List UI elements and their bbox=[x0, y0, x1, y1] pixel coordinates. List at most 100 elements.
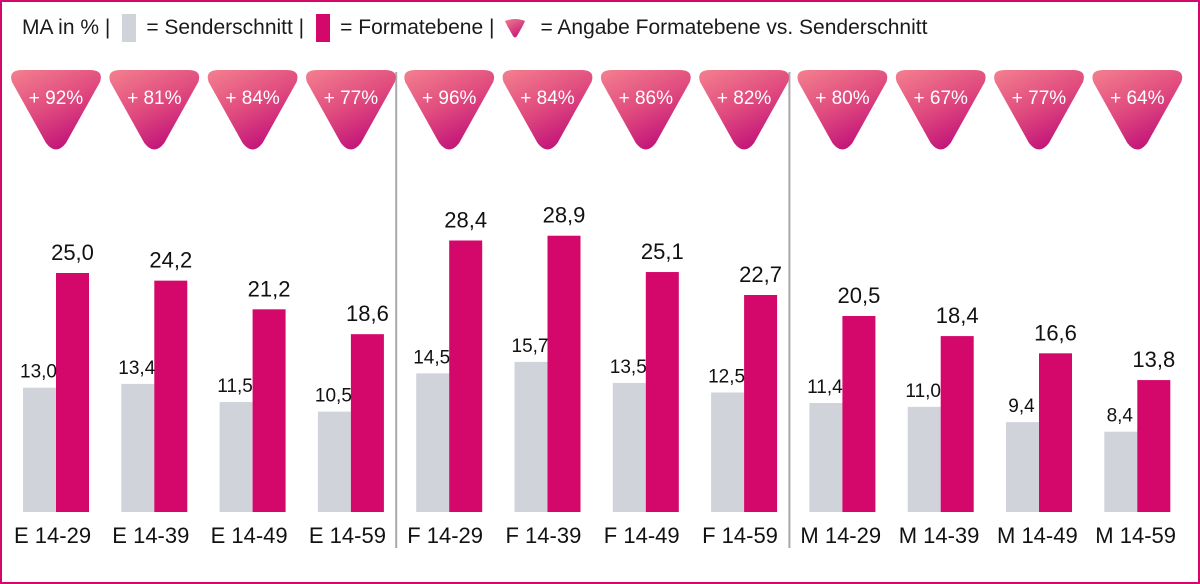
comparison-badge: + 82% bbox=[699, 70, 789, 150]
bar-senderschnitt bbox=[317, 411, 351, 512]
badge-label: + 80% bbox=[815, 88, 870, 109]
comparison-badge: + 86% bbox=[600, 70, 691, 150]
value-label-formatebene: 21,2 bbox=[248, 276, 291, 301]
badge-label: + 92% bbox=[29, 88, 84, 109]
value-label-senderschnitt: 12,5 bbox=[708, 367, 745, 388]
comparison-badge: + 67% bbox=[895, 70, 986, 150]
value-label-formatebene: 25,0 bbox=[51, 240, 94, 265]
value-label-senderschnitt: 15,7 bbox=[512, 336, 549, 357]
legend-swatch-formatebene bbox=[316, 14, 331, 42]
comparison-badge: + 64% bbox=[1092, 70, 1183, 150]
legend-label-senderschnitt: = Senderschnitt | bbox=[146, 16, 305, 39]
legend-label-angabe: = Angabe Formatebene vs. Senderschnitt bbox=[540, 16, 928, 39]
bar-senderschnitt bbox=[1006, 422, 1039, 512]
comparison-badge: + 84% bbox=[207, 70, 298, 150]
bar-formatebene bbox=[547, 235, 581, 512]
x-tick-label: E 14-29 bbox=[14, 523, 91, 548]
x-tick-label: F 14-29 bbox=[407, 523, 483, 548]
bar-formatebene bbox=[842, 316, 876, 512]
comparison-badge: + 77% bbox=[994, 70, 1084, 150]
value-label-senderschnitt: 11,4 bbox=[807, 377, 843, 398]
x-tick-label: E 14-59 bbox=[309, 523, 386, 548]
value-label-senderschnitt: 9,4 bbox=[1008, 396, 1035, 417]
badge-label: + 96% bbox=[422, 88, 477, 109]
x-tick-label: M 14-29 bbox=[800, 523, 881, 548]
badge-label: + 84% bbox=[520, 88, 575, 109]
legend-unit-label: MA in % | bbox=[22, 16, 111, 39]
bar-senderschnitt bbox=[1104, 431, 1138, 512]
value-label-formatebene: 24,2 bbox=[149, 248, 192, 273]
value-label-formatebene: 28,9 bbox=[543, 203, 586, 228]
badge-label: + 84% bbox=[225, 88, 280, 109]
badge-triangle-icon bbox=[895, 70, 986, 150]
x-tick-label: F 14-49 bbox=[604, 523, 680, 548]
bar-senderschnitt bbox=[416, 373, 450, 512]
badge-label: + 67% bbox=[913, 88, 968, 109]
comparison-badge: + 81% bbox=[109, 70, 200, 150]
bar-formatebene bbox=[645, 272, 679, 512]
bar-senderschnitt bbox=[514, 361, 548, 512]
bar-formatebene bbox=[56, 273, 89, 512]
bar-senderschnitt bbox=[711, 392, 745, 512]
badge-triangle-icon bbox=[109, 70, 200, 150]
badge-label: + 82% bbox=[717, 88, 772, 109]
comparison-badge: + 92% bbox=[11, 70, 101, 150]
value-label-formatebene: 18,6 bbox=[346, 301, 389, 326]
value-label-formatebene: 20,5 bbox=[837, 283, 880, 308]
value-label-senderschnitt: 13,0 bbox=[20, 362, 57, 383]
x-tick-label: M 14-59 bbox=[1095, 523, 1176, 548]
x-tick-label: F 14-59 bbox=[702, 523, 778, 548]
badge-label: + 77% bbox=[324, 88, 379, 109]
badge-triangle-icon bbox=[404, 70, 495, 150]
badge-triangle-icon bbox=[207, 70, 298, 150]
badge-triangle-icon bbox=[797, 70, 888, 150]
badge-triangle-icon bbox=[699, 70, 789, 150]
x-tick-label: M 14-49 bbox=[997, 523, 1078, 548]
value-label-formatebene: 13,8 bbox=[1132, 347, 1175, 372]
x-tick-label: M 14-39 bbox=[899, 523, 980, 548]
bar-formatebene bbox=[1137, 380, 1171, 512]
value-label-formatebene: 25,1 bbox=[641, 239, 684, 264]
value-label-senderschnitt: 11,5 bbox=[217, 376, 253, 397]
value-label-formatebene: 16,6 bbox=[1034, 320, 1077, 345]
bar-senderschnitt bbox=[612, 382, 646, 512]
legend-swatch-senderschnitt bbox=[122, 14, 137, 42]
bar-senderschnitt bbox=[907, 406, 941, 512]
badge-label: + 86% bbox=[619, 88, 674, 109]
comparison-badge: + 77% bbox=[306, 70, 396, 150]
bar-formatebene bbox=[252, 309, 286, 512]
bar-formatebene bbox=[1039, 353, 1072, 512]
bar-formatebene bbox=[350, 334, 384, 512]
value-label-formatebene: 28,4 bbox=[444, 207, 487, 232]
badge-label: + 81% bbox=[127, 88, 182, 109]
comparison-badge: + 96% bbox=[404, 70, 495, 150]
badge-triangle-icon bbox=[1092, 70, 1183, 150]
value-label-formatebene: 22,7 bbox=[739, 262, 782, 287]
bar-formatebene bbox=[154, 280, 188, 512]
value-label-senderschnitt: 11,0 bbox=[905, 381, 941, 402]
badge-triangle-icon bbox=[306, 70, 396, 150]
badge-label: + 64% bbox=[1110, 88, 1165, 109]
value-label-senderschnitt: 13,4 bbox=[118, 358, 155, 379]
badge-label: + 77% bbox=[1012, 88, 1067, 109]
value-label-senderschnitt: 10,5 bbox=[315, 386, 352, 407]
value-label-senderschnitt: 8,4 bbox=[1107, 406, 1134, 427]
value-label-formatebene: 18,4 bbox=[936, 303, 979, 328]
comparison-badge: + 84% bbox=[502, 70, 593, 150]
badge-triangle-icon bbox=[11, 70, 101, 150]
x-tick-label: E 14-39 bbox=[112, 523, 189, 548]
comparison-badge: + 80% bbox=[797, 70, 888, 150]
value-label-senderschnitt: 13,5 bbox=[610, 357, 647, 378]
value-label-senderschnitt: 14,5 bbox=[413, 347, 450, 368]
bar-senderschnitt bbox=[121, 383, 155, 512]
legend-label-formatebene: = Formatebene | bbox=[340, 16, 495, 39]
legend: MA in % | = Senderschnitt | = Formateben… bbox=[22, 12, 933, 44]
badge-triangle-icon bbox=[502, 70, 593, 150]
bar-senderschnitt bbox=[809, 403, 843, 512]
bar-senderschnitt bbox=[23, 387, 56, 512]
legend-triangle-icon bbox=[505, 19, 526, 38]
bar-formatebene bbox=[940, 336, 974, 512]
badge-triangle-icon bbox=[600, 70, 691, 150]
